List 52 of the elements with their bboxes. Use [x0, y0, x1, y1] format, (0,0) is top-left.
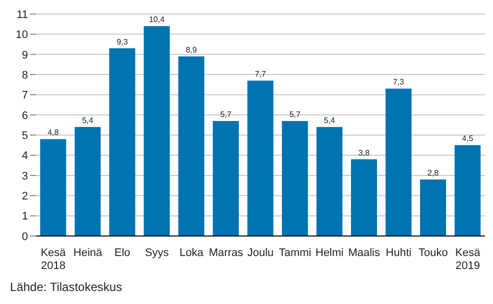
bar	[178, 56, 204, 236]
data-label: 9,3	[116, 37, 128, 46]
bar	[109, 48, 136, 236]
bar	[144, 26, 170, 236]
data-label: 3,8	[358, 148, 370, 158]
data-label: 4,8	[48, 128, 60, 138]
x-tick-label: Helmi	[316, 247, 344, 259]
data-label: 5,7	[289, 110, 302, 119]
y-tick-label: 5	[22, 130, 28, 142]
bar	[247, 80, 274, 236]
y-tick-label: 0	[22, 230, 28, 243]
data-label: 10,4	[148, 15, 166, 24]
data-label: 2,8	[428, 168, 440, 178]
x-tick-label: Tammi	[278, 247, 312, 259]
data-label: 7,3	[392, 78, 405, 87]
y-tick-label: 8	[22, 69, 28, 82]
y-tick-label: 9	[22, 49, 28, 62]
bar	[454, 145, 481, 236]
data-label: 5,4	[324, 116, 336, 126]
y-tick-label: 3	[22, 170, 28, 182]
x-tick-label: Touko	[418, 247, 448, 259]
x-tick-label: Elo	[114, 247, 130, 259]
x-tick-label: Syys	[144, 247, 170, 259]
x-tick-label: Kesä 2018	[40, 247, 67, 272]
bar	[212, 120, 239, 236]
bar	[350, 159, 377, 236]
y-tick-label: 11	[16, 8, 28, 21]
x-tick-label: Kesä 2019	[455, 247, 482, 272]
y-tick-label: 7	[22, 90, 28, 102]
text: Lähde: Tilastokeskus	[10, 280, 122, 294]
data-label: 5,7	[220, 110, 232, 119]
bar	[316, 127, 342, 236]
data-label: 8,9	[186, 45, 198, 54]
x-tick-label: Loka	[179, 247, 204, 259]
y-tick-label: 6	[22, 110, 28, 122]
bar	[386, 88, 412, 236]
y-tick-label: 2	[22, 190, 28, 203]
y-tick-label: 10	[16, 29, 28, 42]
y-tick-label: 1	[22, 210, 28, 223]
data-label: 7,7	[254, 70, 266, 79]
x-tick-label: Maalis	[348, 247, 381, 259]
data-label: 5,4	[82, 116, 94, 126]
y-tick-label: 4	[22, 150, 28, 162]
x-tick-label: Huhti	[386, 247, 412, 259]
data-label: 4,5	[462, 134, 474, 144]
bar	[420, 179, 446, 236]
bar	[74, 127, 101, 236]
bar	[282, 120, 308, 236]
bar	[40, 139, 66, 236]
x-tick-label: Heinä	[73, 247, 104, 259]
x-tick-label: Marras	[208, 247, 244, 259]
x-tick-label: Joulu	[247, 247, 274, 259]
